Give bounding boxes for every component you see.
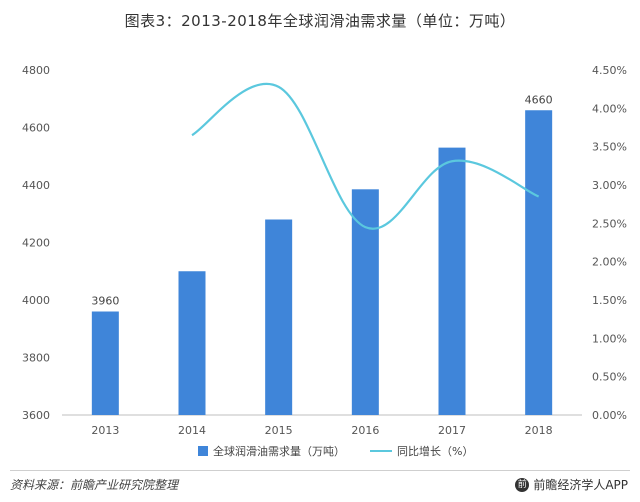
x-tick-label: 2017 bbox=[438, 424, 466, 437]
y-right-tick-label: 2.50% bbox=[592, 217, 627, 230]
chart-title: 图表3：2013-2018年全球润滑油需求量（单位：万吨） bbox=[124, 12, 516, 30]
bar bbox=[438, 147, 466, 415]
chart-svg: 3600 3800 4000 4200 4400 4600 4800 0.00% 0.50% 1.… bbox=[22, 64, 627, 458]
bar bbox=[265, 219, 293, 415]
axes: 3600 3800 4000 4200 4400 4600 4800 0.00% 0.50% 1.… bbox=[22, 64, 627, 437]
y-right-tick-label: 0.00% bbox=[592, 409, 627, 422]
y-right-tick-label: 4.50% bbox=[592, 64, 627, 77]
bar bbox=[178, 271, 206, 415]
labels: 3960 4660 bbox=[91, 93, 552, 307]
legend-bar-label: 全球润滑油需求量（万吨） bbox=[213, 444, 345, 458]
legend-line-label: 同比增长（%） bbox=[397, 444, 473, 458]
brand-label: 前瞻经济学人APP bbox=[533, 478, 628, 492]
y-right-tick-label: 3.50% bbox=[592, 141, 627, 154]
brand: 前 前瞻经济学人APP bbox=[515, 476, 628, 493]
x-tick-label: 2016 bbox=[351, 424, 379, 437]
footer-divider bbox=[10, 470, 630, 471]
y-right-tick-label: 2.00% bbox=[592, 256, 627, 269]
x-tick-label: 2015 bbox=[265, 424, 293, 437]
bar-data-label: 4660 bbox=[525, 93, 553, 106]
y-left-tick-label: 3800 bbox=[22, 352, 50, 365]
source-note: 资料来源：前瞻产业研究院整理 bbox=[10, 478, 179, 492]
y-left-tick-label: 3600 bbox=[22, 409, 50, 422]
x-tick-label: 2018 bbox=[525, 424, 553, 437]
legend: 全球润滑油需求量（万吨） 同比增长（%） bbox=[198, 444, 473, 458]
y-left-tick-label: 4800 bbox=[22, 64, 50, 77]
x-tick-label: 2014 bbox=[178, 424, 206, 437]
legend-bar-swatch bbox=[198, 446, 208, 456]
bar bbox=[91, 311, 119, 415]
growth-line bbox=[191, 82, 540, 230]
x-tick-label: 2013 bbox=[91, 424, 119, 437]
y-left-tick-label: 4000 bbox=[22, 294, 50, 307]
y-left-tick-label: 4600 bbox=[22, 122, 50, 135]
brand-logo-icon: 前 bbox=[515, 477, 530, 492]
bar bbox=[525, 110, 553, 415]
bar-data-label: 3960 bbox=[91, 295, 119, 308]
bars bbox=[91, 110, 553, 415]
y-left-tick-label: 4400 bbox=[22, 179, 50, 192]
y-right-tick-label: 0.50% bbox=[592, 371, 627, 384]
bar bbox=[351, 189, 379, 415]
y-right-tick-label: 4.00% bbox=[592, 102, 627, 115]
y-right-tick-label: 3.00% bbox=[592, 179, 627, 192]
growth-line-path bbox=[191, 82, 540, 230]
y-right-tick-label: 1.00% bbox=[592, 332, 627, 345]
y-left-tick-label: 4200 bbox=[22, 237, 50, 250]
y-right-tick-label: 1.50% bbox=[592, 294, 627, 307]
